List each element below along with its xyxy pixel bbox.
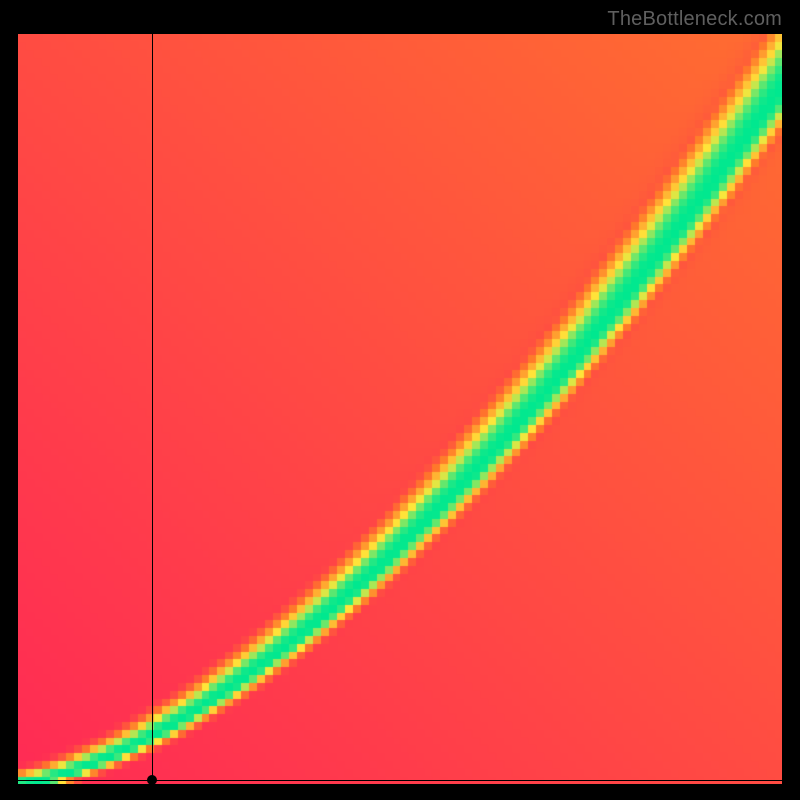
watermark-text: TheBottleneck.com xyxy=(607,8,782,31)
crosshair-marker-dot xyxy=(147,775,157,785)
plot-area xyxy=(18,34,782,784)
chart-container: TheBottleneck.com xyxy=(0,0,800,800)
heatmap-canvas xyxy=(18,34,782,784)
